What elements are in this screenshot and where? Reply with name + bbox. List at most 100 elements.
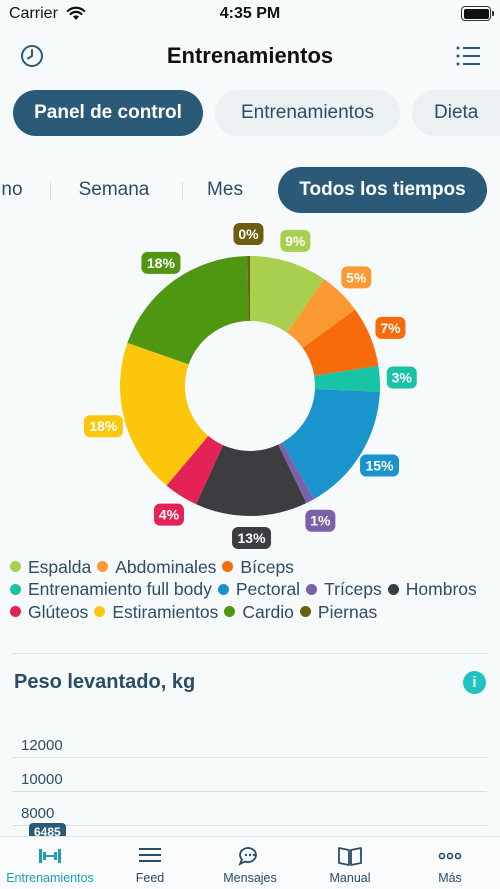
grid-line — [12, 757, 487, 758]
wifi-icon — [66, 6, 86, 20]
legend-dot — [224, 606, 236, 617]
tabbar-label: Feed — [135, 871, 165, 885]
period-tabs: no Semana Mes Todos los tiempos — [0, 162, 500, 216]
legend-item: Estiramientos — [94, 601, 218, 623]
pie-slice-6[interactable] — [196, 444, 307, 516]
list-icon[interactable] — [455, 44, 481, 68]
tab-entrenamientos[interactable]: Entrenamientos — [215, 90, 400, 136]
tab-panel-de-control[interactable]: Panel de control — [13, 90, 203, 136]
tabbar-label: Entrenamientos — [6, 871, 94, 885]
legend-item: Abdominales — [97, 556, 216, 578]
svg-text:5%: 5% — [346, 269, 367, 285]
pie-slice-7[interactable] — [166, 435, 224, 505]
weight-section-title: Peso levantado, kg — [14, 671, 196, 693]
pie-label-1: 5% — [341, 266, 372, 289]
legend-dot — [10, 606, 21, 617]
muscle-distribution-chart: 9% 5% 7% 3% 15% 1% 13% 4% 18% 18% 0% — [83, 223, 417, 549]
legend-label: Pectoral — [235, 579, 301, 599]
tabbar-item-mas[interactable]: Más — [400, 843, 500, 888]
pie-slice-10[interactable] — [247, 256, 250, 322]
legend-dot — [10, 561, 21, 572]
legend-dot — [97, 561, 109, 572]
pie-label-9: 18% — [141, 251, 181, 274]
pie-slice-4[interactable] — [282, 388, 380, 500]
info-icon[interactable]: i — [463, 671, 486, 694]
legend-dot — [387, 583, 399, 595]
dumbbell-icon — [39, 849, 61, 863]
legend-label: Espalda — [28, 556, 92, 577]
legend-dot — [10, 583, 21, 595]
pie-label-4: 15% — [360, 454, 400, 477]
legend-dot — [306, 583, 318, 595]
battery-icon — [461, 6, 494, 21]
y-axis-label: 8000 — [21, 805, 55, 822]
pie-slice-8[interactable] — [120, 342, 209, 486]
grid-line — [12, 791, 487, 792]
svg-text:18%: 18% — [147, 255, 176, 271]
legend-label: Tríceps — [324, 579, 382, 599]
svg-text:18%: 18% — [89, 418, 118, 434]
legend-dot — [299, 606, 311, 617]
pie-slice-1[interactable] — [287, 279, 356, 348]
pie-label-5: 1% — [305, 509, 336, 532]
tab-dieta[interactable]: Dieta — [412, 90, 500, 136]
legend-item: Pectoral — [217, 578, 301, 600]
pie-label-3: 3% — [386, 366, 417, 389]
feed-icon — [139, 848, 161, 862]
tabbar-item-feed[interactable]: Feed — [100, 843, 200, 888]
legend-item: Espalda — [10, 556, 91, 578]
period-tab-semana[interactable]: Semana — [78, 179, 150, 200]
y-axis-label: 12000 — [21, 737, 63, 754]
page-title: Entrenamientos — [166, 43, 334, 68]
legend-dot — [222, 561, 234, 572]
status-bar: Carrier 4:35 PM — [0, 0, 500, 30]
tabbar-item-entrenamientos[interactable]: Entrenamientos — [0, 843, 100, 888]
pie-slice-3[interactable] — [314, 365, 380, 392]
pie-label-10: 0% — [233, 223, 264, 246]
legend-label: Estiramientos — [112, 601, 219, 622]
more-icon — [438, 852, 462, 860]
legend-item: Bíceps — [222, 556, 294, 578]
svg-text:9%: 9% — [285, 233, 306, 249]
tabbar-label: Mensajes — [223, 871, 277, 885]
chart-legend: Espalda Abdominales Bíceps Entrenamiento fu… — [10, 555, 490, 623]
svg-text:7%: 7% — [380, 320, 401, 336]
nav-header: Entrenamientos — [0, 30, 500, 82]
pie-label-0: 9% — [280, 229, 311, 252]
pie-slice-2[interactable] — [302, 309, 379, 376]
legend-label: Piernas — [317, 601, 378, 622]
legend-item: Entrenamiento full body — [10, 578, 212, 600]
legend-label: Abdominales — [115, 556, 217, 577]
tab-divider — [182, 182, 183, 200]
legend-item: Tríceps — [306, 578, 382, 600]
tabbar-label: Más — [438, 871, 462, 885]
pie-slice-9[interactable] — [127, 256, 249, 365]
tab-divider — [50, 182, 51, 200]
period-tab-mes[interactable]: Mes — [207, 179, 243, 200]
legend-label: Cardio — [242, 601, 294, 622]
period-tab-dia[interactable]: no — [1, 179, 23, 200]
svg-text:3%: 3% — [392, 370, 413, 386]
pie-label-8: 18% — [83, 415, 123, 438]
grid-line — [12, 825, 487, 826]
legend-label: Hombros — [405, 579, 477, 599]
legend-item: Cardio — [224, 601, 294, 623]
legend-item: Glúteos — [10, 601, 88, 623]
pie-label-6: 13% — [232, 526, 272, 549]
legend-label: Entrenamiento full body — [28, 579, 212, 599]
legend-dot — [94, 606, 106, 617]
history-icon[interactable] — [19, 43, 45, 69]
svg-text:4%: 4% — [159, 507, 180, 523]
carrier-label: Carrier — [9, 5, 58, 22]
svg-text:0%: 0% — [238, 226, 259, 242]
pie-label-2: 7% — [375, 316, 406, 339]
pie-slice-5[interactable] — [278, 442, 315, 504]
book-icon — [338, 847, 362, 866]
pie-slice-0[interactable] — [250, 256, 325, 333]
legend-item: Piernas — [299, 601, 378, 623]
bottom-tab-bar: Entrenamientos Feed Mensajes Manual Más — [0, 836, 500, 889]
tabbar-item-mensajes[interactable]: Mensajes — [200, 843, 300, 888]
period-tab-todos[interactable]: Todos los tiempos — [278, 167, 487, 213]
section-divider — [12, 653, 487, 654]
tabbar-item-manual[interactable]: Manual — [300, 843, 400, 888]
